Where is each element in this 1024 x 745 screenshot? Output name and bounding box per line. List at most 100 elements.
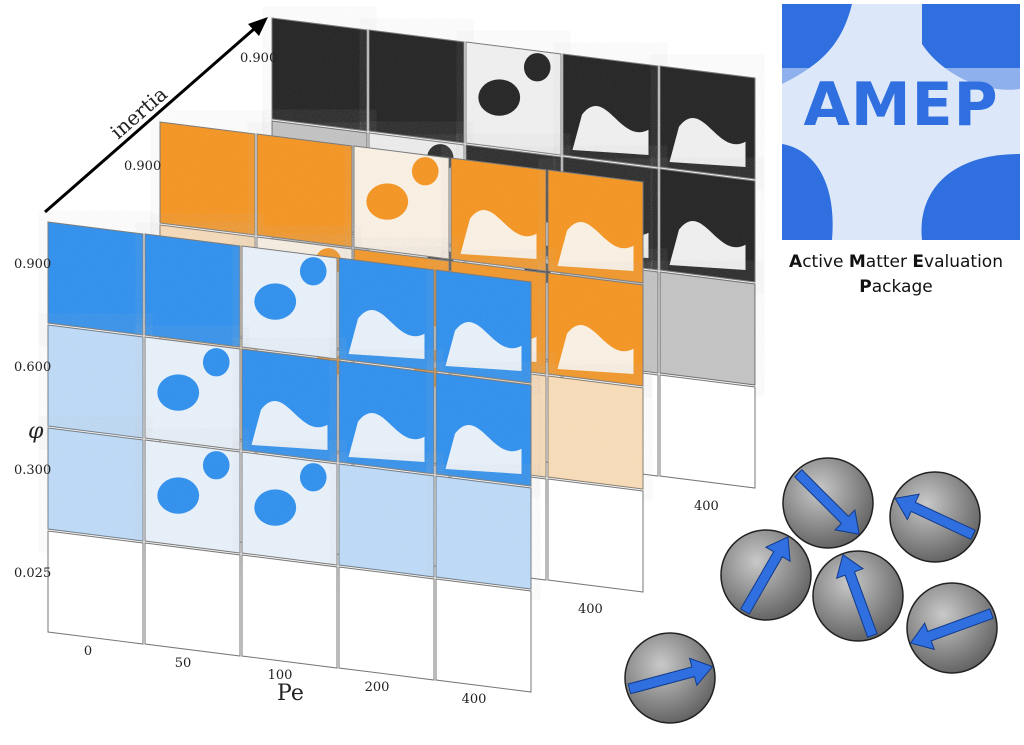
cell-gas-region [669, 220, 746, 270]
cell-blue-1-3 [338, 360, 435, 475]
cell-blue-0-4 [435, 269, 532, 384]
cell-gas-region [557, 221, 634, 271]
cell-blue-2-1 [144, 439, 241, 554]
particles-illustration [624, 457, 998, 724]
cell-dots [48, 325, 143, 438]
cell-blue-3-0 [47, 530, 144, 645]
cell-blue-0-1 [144, 233, 241, 348]
orientation-arrow-icon [739, 536, 791, 615]
cell-orange-0-3 [450, 157, 547, 272]
cell-bg [338, 566, 435, 681]
particle-5 [624, 632, 716, 724]
logo-tagline: Active Matter Evaluation Package [768, 250, 1024, 300]
cell-orange-1-4 [547, 272, 644, 387]
cell-orange-0-1 [256, 133, 353, 248]
gray-pe-tick: 400 [694, 499, 719, 514]
cell-blue-0-0 [47, 221, 144, 336]
cell-dots [436, 476, 531, 589]
cell-bg [547, 478, 644, 593]
arrow-shape [894, 493, 976, 540]
cell-bg [271, 17, 368, 132]
orientation-arrow-icon [909, 608, 994, 651]
pe-tick-2: 100 [268, 668, 293, 683]
cell-gas-region [348, 412, 425, 462]
cell-blue-2-4 [435, 475, 532, 590]
cell-orange-0-4 [547, 169, 644, 284]
cell-blue-0-3 [338, 257, 435, 372]
cell-blue-1-4 [435, 372, 532, 487]
cell-blob [254, 489, 297, 526]
phi-tick-0: 0.900 [14, 257, 51, 272]
cell-gas-region [445, 424, 522, 474]
cell-gray-0-2 [465, 41, 562, 156]
phi-tick-3: 0.025 [14, 566, 51, 581]
cell-blue-1-2 [241, 348, 338, 463]
cell-bg [256, 133, 353, 248]
cell-gas-region [460, 209, 537, 259]
cell-gas-region [572, 105, 649, 155]
arrow-shape [909, 608, 994, 651]
gray-phi-tick: 0.900 [240, 51, 277, 66]
cell-bg [659, 374, 756, 489]
orange-pe-tick: 400 [578, 602, 603, 617]
cell-blue-3-1 [144, 542, 241, 657]
cell-gray-0-3 [562, 53, 659, 168]
cell-blue-3-3 [338, 566, 435, 681]
tagline-line-2: Package [859, 277, 933, 297]
cell-bg [144, 542, 241, 657]
cell-blob [202, 348, 230, 377]
orange-phi-tick: 0.900 [124, 159, 161, 174]
orientation-arrow-icon [835, 553, 878, 638]
cell-dots [660, 272, 755, 385]
cell-bg [435, 475, 532, 590]
pe-axis-label: Pe [277, 681, 304, 706]
cell-blue-2-0 [47, 427, 144, 542]
cell-orange-2-4 [547, 375, 644, 490]
cell-orange-0-0 [159, 121, 256, 236]
cell-gray-0-0 [271, 17, 368, 132]
cell-bg [144, 233, 241, 348]
cell-gray-3-4 [659, 374, 756, 489]
pe-tick-labels: 0 50 100 200 400 [84, 644, 487, 707]
amep-logo: AMEP [782, 4, 1020, 240]
cell-dots [548, 376, 643, 489]
cell-blob [299, 463, 327, 492]
cell-blob [202, 451, 230, 480]
cell-bg [47, 530, 144, 645]
cell-gas-region [669, 117, 746, 167]
cell-gas-region [348, 309, 425, 359]
particle-0 [782, 457, 874, 549]
pe-tick-1: 50 [175, 656, 192, 671]
cell-gray-0-1 [368, 29, 465, 144]
orientation-arrow-icon [794, 469, 860, 535]
cell-blob [523, 53, 551, 82]
cell-dots [339, 464, 434, 577]
particle-1 [889, 471, 981, 563]
cell-blue-0-2 [241, 245, 338, 360]
arrow-shape [835, 553, 878, 638]
cell-blue-3-4 [435, 578, 532, 693]
phi-tick-1: 0.600 [14, 360, 51, 375]
logo-title: AMEP [782, 68, 1020, 142]
cell-orange-0-2 [353, 145, 450, 260]
orientation-arrow-icon [627, 657, 714, 695]
cell-blue-2-2 [241, 451, 338, 566]
particle-3 [812, 550, 904, 642]
cell-blue-3-2 [241, 554, 338, 669]
cell-dots [48, 428, 143, 541]
cell-bg [338, 463, 435, 578]
cell-gray-1-4 [659, 168, 756, 283]
cell-orange-3-4 [547, 478, 644, 593]
cell-blob [157, 374, 200, 411]
arrow-shape [794, 469, 860, 535]
cell-blob [299, 257, 327, 286]
pe-tick-0: 0 [84, 644, 92, 659]
phi-axis-label: φ [28, 419, 44, 444]
layer-blue [47, 221, 532, 693]
cell-gas-region [557, 324, 634, 374]
cell-gray-0-4 [659, 65, 756, 180]
particle-2 [720, 529, 812, 621]
pe-tick-3: 200 [365, 680, 390, 695]
cell-bg [547, 375, 644, 490]
